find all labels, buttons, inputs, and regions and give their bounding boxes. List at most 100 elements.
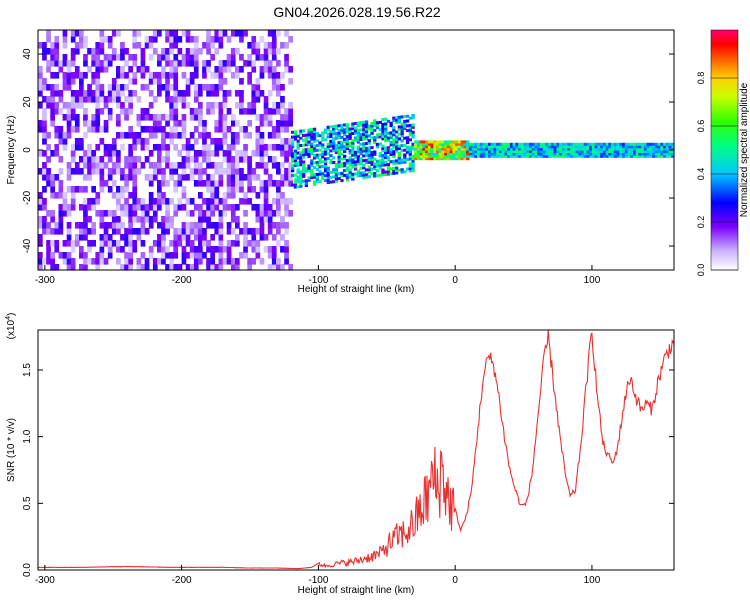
spectrogram-cell [161, 216, 166, 223]
spectrogram-cell [66, 186, 72, 193]
spectrogram-cell [430, 145, 434, 149]
spectrogram-cell [321, 133, 325, 137]
spectrogram-cell [66, 174, 72, 181]
spectrogram-cell [276, 120, 281, 127]
spectrogram-cell [226, 204, 232, 211]
spectrogram-cell [340, 131, 344, 135]
spectrogram-cell [218, 180, 224, 187]
spectrogram-cell [671, 150, 675, 153]
spectrogram-cell [54, 36, 60, 43]
spectrogram-cell [50, 102, 55, 109]
spectrogram-cell [148, 90, 154, 97]
spectrogram-cell [251, 240, 257, 247]
spectrogram-cell [304, 138, 308, 142]
spectrogram-cell [356, 157, 360, 161]
spectrogram-cell [99, 216, 105, 223]
spectrogram-cell [296, 156, 300, 160]
spectrogram-cell [103, 66, 109, 73]
spectrogram-cell [425, 157, 429, 161]
spectrogram-cell [581, 145, 585, 149]
spectrogram-cell [351, 153, 355, 157]
spectrogram-cell [70, 246, 76, 253]
spectrogram-cell [477, 152, 481, 156]
spectrogram-cell [408, 123, 412, 127]
spectrogram-cell [239, 168, 244, 175]
spectrogram-cell [635, 150, 639, 153]
spectrogram-cell [66, 120, 72, 127]
spectrogram-cell [482, 145, 486, 149]
spectrogram-cell [405, 141, 410, 145]
spectrogram-cell [668, 145, 672, 149]
spectrogram-cell [351, 158, 355, 162]
spectrogram-cell [364, 175, 369, 179]
spectrogram-cell [185, 210, 191, 217]
spectrogram-cell [206, 150, 211, 157]
spectrogram-cell [62, 138, 68, 145]
spectrogram-cell [668, 142, 672, 146]
spectrogram-cell [210, 204, 215, 211]
spectrogram-cell [537, 145, 541, 149]
spectrogram-cell [323, 169, 328, 173]
spectrogram-cell [206, 156, 211, 163]
spectrogram-cell [345, 173, 349, 177]
spectrogram-cell [70, 48, 76, 55]
spectrogram-cell [362, 130, 366, 134]
spectrogram-cell [263, 168, 269, 175]
spectrogram-cell [210, 180, 215, 187]
spectrogram-cell [251, 42, 257, 49]
spectrogram-cell [157, 192, 162, 199]
spectrogram-cell [74, 144, 80, 151]
spectrogram-cell [239, 198, 244, 205]
spectrogram-cell [79, 36, 84, 43]
spectrogram-cell [255, 246, 261, 253]
spectrogram-cell [99, 36, 105, 43]
spectrogram-cell [392, 131, 396, 134]
spectrogram-cell [332, 168, 336, 172]
spectrogram-cell [173, 246, 179, 253]
spectrogram-cell [529, 147, 533, 151]
spectrogram-cell [62, 42, 68, 49]
spectrogram-cell [654, 142, 659, 146]
spectrogram-cell [120, 84, 125, 91]
spectrogram-cell [581, 142, 585, 146]
spectrogram-cell [367, 141, 371, 145]
spectrogram-cell [373, 157, 377, 161]
spectrogram-cell [591, 150, 596, 153]
spectrogram-cell [326, 178, 330, 182]
spectrogram-cell [575, 147, 579, 151]
spectrogram-cell [267, 228, 273, 235]
spectrogram-cell [351, 172, 355, 176]
spectrogram-cell [189, 168, 195, 175]
spectrogram-cell [400, 132, 404, 136]
spectrogram-cell [66, 264, 72, 271]
spectrogram-cell [315, 134, 319, 138]
spectrogram-cell [384, 172, 388, 176]
spectrogram-cell [99, 48, 105, 55]
spectrogram-cell [400, 168, 404, 172]
spectrogram-cell [284, 138, 289, 145]
spectrogram-cell [198, 132, 203, 139]
spectrogram-cell [136, 264, 142, 271]
spectrogram-cell [550, 145, 555, 149]
spectrogram-cell [665, 142, 670, 146]
spectrogram-cell [218, 168, 224, 175]
spectrogram-cell [616, 142, 620, 146]
spectrogram-cell [124, 108, 129, 115]
spectrogram-cell [276, 78, 281, 85]
spectrogram-cell [323, 164, 328, 168]
spectrogram-cell [362, 128, 366, 131]
spectrogram-cell [267, 108, 273, 115]
spectrogram-cell [87, 126, 92, 133]
spectrogram-cell [152, 204, 158, 211]
spectrogram-cell [206, 180, 211, 187]
spectrogram-cell [210, 198, 215, 205]
spectrogram-cell [600, 150, 604, 153]
spectrogram-cell [255, 144, 261, 151]
spectrogram-cell [74, 48, 80, 55]
spectrogram-cell [99, 246, 105, 253]
spectrogram-cell [362, 164, 366, 167]
spectrogram-cell [218, 264, 224, 271]
spectrogram-cell [643, 154, 648, 158]
spectrogram-cell [307, 130, 311, 134]
spectrogram-cell [165, 198, 170, 205]
